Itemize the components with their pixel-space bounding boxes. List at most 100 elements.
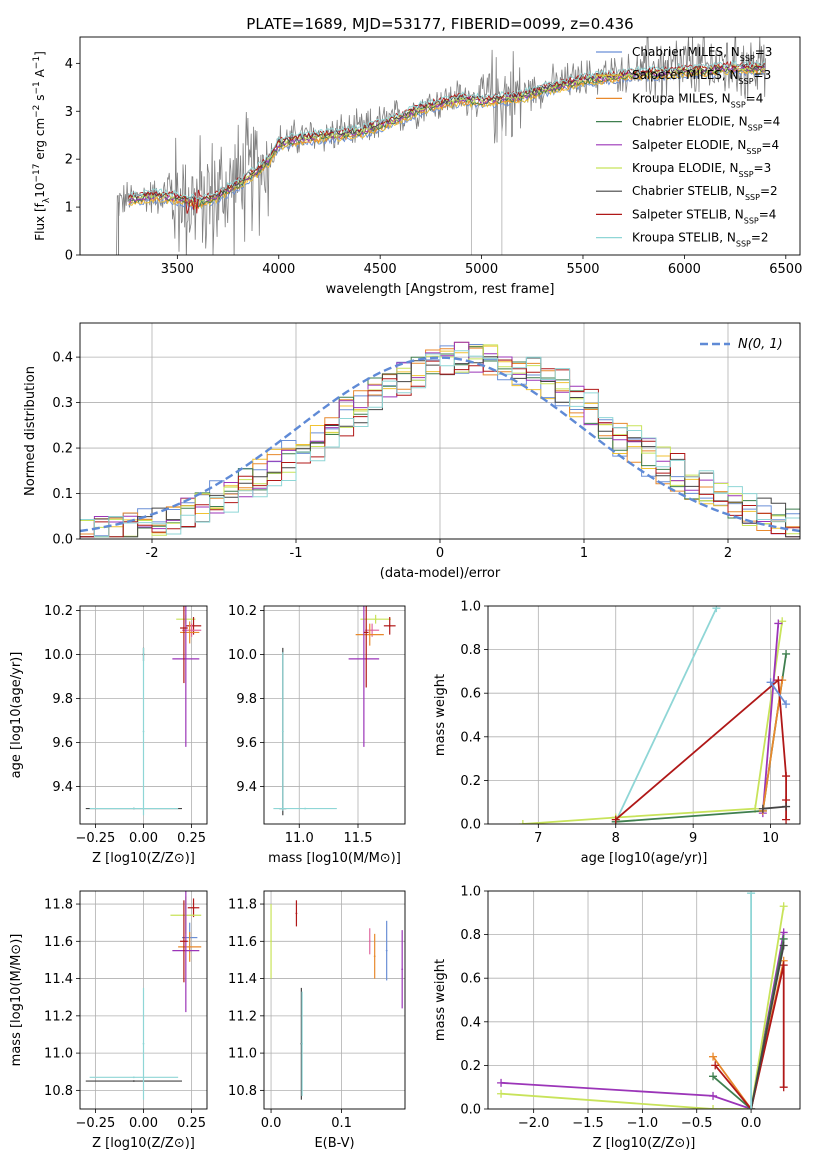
- y-tick-label: 11.4: [44, 972, 73, 987]
- weight-marker-4-0: [711, 1061, 720, 1070]
- y-tick-label: 11.2: [228, 1009, 257, 1024]
- x-tick-label: 0: [436, 546, 444, 561]
- weight-series-1: [500, 906, 785, 1109]
- y-tick-label: 0.8: [460, 643, 481, 658]
- data-point-3: [188, 631, 191, 634]
- data-point-1: [192, 624, 195, 627]
- weight-marker-5-0: [611, 815, 620, 824]
- legend-label-tail: =2: [760, 184, 778, 198]
- legend-label-main: Kroupa STELIB, N: [632, 231, 736, 245]
- y-tick-label: 11.0: [44, 1047, 73, 1062]
- y-tick-label: 1.0: [460, 885, 481, 900]
- weight-series-1: [522, 621, 784, 824]
- legend-label-1: Salpeter MILES, NSSP=3: [632, 68, 771, 86]
- data-point-3: [301, 1042, 303, 1045]
- legend-label-4: Salpeter ELODIE, NSSP=4: [632, 138, 779, 156]
- y-axis-label-part: −2: [32, 105, 42, 118]
- x-tick-label: 2: [724, 546, 732, 561]
- y-tick-label: 9.8: [236, 692, 257, 707]
- y-tick-label: 11.0: [228, 1047, 257, 1062]
- x-tick-label: −1.5: [572, 1116, 604, 1131]
- legend-label-main: Chabrier ELODIE, N: [632, 115, 748, 129]
- charts-layer: 3500 4000 4500 5000 5500 6000 6500 0 1 2 3 4 wavelen…: [9, 36, 802, 1151]
- y-tick-label: 1.0: [460, 600, 481, 615]
- data-point-8: [132, 1076, 135, 1079]
- weight-marker-6-1: [747, 891, 756, 898]
- plot-area: [80, 341, 800, 538]
- x-tick-label: 0.0: [261, 1116, 282, 1131]
- x-tick-label: 0.25: [177, 1116, 206, 1131]
- y-tick-label: 10.2: [44, 604, 73, 619]
- weight-marker-6-1: [782, 802, 791, 811]
- y-axis-label: mass weight: [433, 674, 448, 756]
- x-tick-label: 1: [580, 546, 588, 561]
- legend-label-main: Salpeter ELODIE, N: [632, 138, 746, 152]
- y-tick-label: 11.6: [228, 935, 257, 950]
- axes-frame: [79, 322, 801, 540]
- y-tick-label: 11.4: [228, 972, 257, 987]
- data-point-5: [183, 627, 185, 629]
- legend-label-tail: =4: [759, 207, 777, 221]
- weight-marker-0-1: [712, 606, 721, 613]
- weight-marker-7-1: [782, 700, 791, 709]
- data-point-0: [270, 940, 272, 943]
- x-tick-label: 0.00: [129, 1116, 158, 1131]
- weight-series-4: [714, 964, 785, 1109]
- data-point-1: [388, 624, 391, 627]
- weight-marker-6-0: [747, 1105, 756, 1109]
- x-tick-label: 5000: [465, 262, 498, 277]
- histogram-series-7: [80, 359, 800, 538]
- y-axis-label: age [log10(age/yr)]: [9, 652, 24, 779]
- weight-marker-5-4: [782, 815, 791, 824]
- y-tick-label: 9.4: [236, 780, 257, 795]
- legend-label-7: Salpeter STELIB, NSSP=4: [632, 207, 776, 225]
- x-tick-label: 8: [612, 831, 620, 846]
- data-point-3: [188, 945, 191, 948]
- x-tick-label: 9: [689, 831, 697, 846]
- y-tick-label: 0.0: [460, 1103, 481, 1118]
- y-tick-label: 9.4: [52, 780, 73, 795]
- legend-label-0: Chabrier MILES, NSSP=3: [632, 45, 772, 63]
- panel-age-vs-mass: 11.0 11.5 9.4 9.6 9.8 10.0 10.2 mass [log10(M/M…: [228, 604, 406, 866]
- axes-frame: [487, 890, 801, 1110]
- panel-residual-histogram: -2 -1 0 1 2 0.0 0.1 0.2 0.3 0.4 (data-model)/error…: [23, 322, 801, 581]
- x-axis-label: age [log10(age/yr)]: [581, 851, 708, 866]
- x-tick-label: 0.00: [129, 831, 158, 846]
- legend-label-tail: =3: [755, 45, 773, 59]
- y-tick-label: 10.8: [228, 1084, 257, 1099]
- x-tick-label: 6500: [769, 262, 802, 277]
- weight-marker-3-0: [709, 1072, 718, 1081]
- y-tick-label: 0.3: [52, 396, 73, 411]
- plot-area: [85, 606, 202, 816]
- weight-marker-1-3: [779, 902, 788, 911]
- legend-label-sub: SSP: [731, 100, 746, 109]
- y-tick-label: 0.4: [52, 351, 73, 366]
- x-axis-label: wavelength [Angstrom, rest frame]: [326, 282, 555, 297]
- x-tick-label: 0.0: [741, 1116, 762, 1131]
- panel-mass-vs-Z: −0.25 0.00 0.25 10.8 11.0 11.2 11.4 11.6 11.8 Z […: [9, 890, 208, 1151]
- legend-label-sub: SSP: [739, 77, 754, 86]
- data-point-6: [385, 949, 388, 952]
- y-tick-label: 0.0: [460, 818, 481, 833]
- y-axis-label-part: A: [33, 68, 47, 81]
- y-tick-label: 10.8: [44, 1084, 73, 1099]
- legend-label-2: Kroupa MILES, NSSP=4: [632, 91, 763, 109]
- weight-marker-4-2: [779, 961, 788, 970]
- legend-label-tail: =4: [746, 91, 764, 105]
- histogram-series-8: [80, 350, 800, 538]
- x-axis-label: Z [log10(Z/Z⊙)]: [593, 1136, 696, 1151]
- x-tick-label: −2.0: [518, 1116, 550, 1131]
- weight-marker-4-3: [779, 1083, 788, 1092]
- y-axis-label-part: ]: [33, 51, 47, 56]
- y-tick-label: 9.6: [236, 736, 257, 751]
- data-point-9: [304, 807, 307, 810]
- data-point-5: [183, 940, 185, 943]
- data-point-3: [368, 633, 371, 636]
- weight-marker-5-1: [774, 676, 783, 685]
- y-axis-label-part: erg cm: [33, 118, 47, 164]
- panel-age-vs-Z: −0.25 0.00 0.25 9.4 9.6 9.8 10.0 10.2 Z [log10(Z…: [9, 604, 208, 866]
- panel-mass-weight-vs-Z: −2.0 −1.5 −1.0 −0.5 0.0 0.0 0.2 0.4 0.6 0.8 1.0 Z […: [433, 885, 801, 1151]
- x-tick-label: 7: [534, 831, 542, 846]
- data-point-4: [184, 657, 187, 660]
